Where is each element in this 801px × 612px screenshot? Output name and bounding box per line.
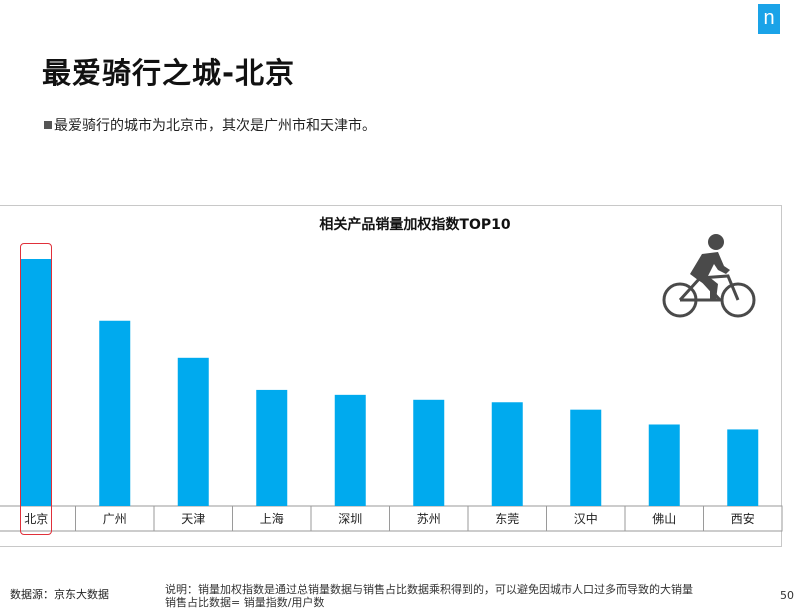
brand-logo: n (758, 4, 780, 34)
bar-8 (648, 424, 680, 506)
bar-2 (177, 357, 209, 506)
summary-bullet: 最爱骑行的城市为北京市，其次是广州市和天津市。 (44, 115, 376, 135)
bar-5 (413, 399, 445, 506)
summary-text: 最爱骑行的城市为北京市，其次是广州市和天津市。 (54, 118, 376, 134)
bar-1 (99, 320, 131, 506)
bar-6 (491, 402, 523, 506)
x-tick-label: 东莞 (495, 512, 519, 526)
cyclist-icon (662, 234, 756, 318)
x-tick-label: 西安 (731, 511, 755, 526)
bullet-square-icon (44, 121, 52, 129)
note-line-2: 销售占比数据= 销量指数/用户数 (165, 596, 325, 609)
bar-4 (334, 394, 366, 506)
highlight-box-beijing (20, 243, 52, 535)
x-tick-label: 北京 (24, 512, 48, 526)
bar-9 (727, 429, 759, 506)
x-tick-label: 天津 (181, 512, 205, 526)
x-tick-label: 广州 (103, 512, 127, 526)
x-tick-label: 佛山 (652, 512, 676, 526)
x-tick-label: 苏州 (417, 512, 441, 526)
x-tick-label: 汉中 (574, 511, 598, 526)
bar-7 (570, 409, 602, 506)
bar-3 (256, 389, 288, 506)
page-number: 50 (780, 589, 794, 602)
note-line-1: 说明：销量加权指数是通过总销量数据与销售占比数据乘积得到的，可以避免因城市人口过… (165, 583, 693, 596)
data-source: 数据源：京东大数据 (10, 588, 109, 601)
chart-title: 相关产品销量加权指数TOP10 (319, 217, 511, 233)
chart-frame (0, 205, 782, 547)
page-title: 最爱骑行之城-北京 (42, 56, 296, 90)
x-tick-label: 深圳 (338, 512, 362, 526)
bar-0 (20, 259, 52, 506)
x-tick-label: 上海 (260, 511, 284, 526)
